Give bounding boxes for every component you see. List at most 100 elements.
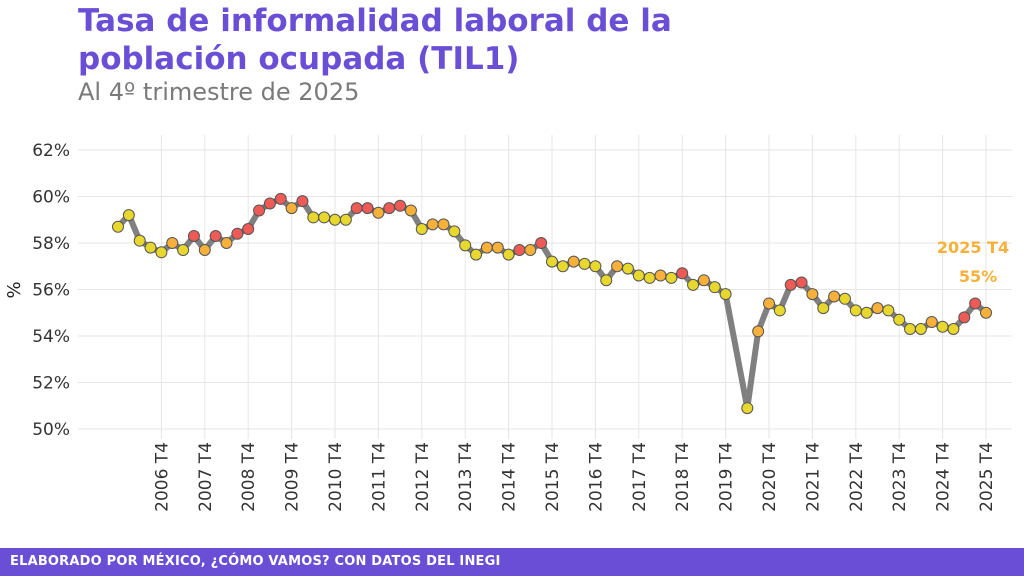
data-point <box>253 204 266 217</box>
data-point <box>448 225 461 238</box>
data-point <box>904 323 917 336</box>
data-point <box>784 278 797 291</box>
data-point <box>546 255 558 268</box>
data-point <box>144 241 157 254</box>
data-point <box>296 195 309 208</box>
data-point <box>882 304 895 317</box>
data-point <box>242 223 255 236</box>
x-tick-label: 2006 T4 <box>152 442 172 512</box>
data-point <box>470 248 483 261</box>
annotation-label: 2025 T4 <box>937 238 1009 257</box>
data-point <box>209 230 222 243</box>
data-point <box>480 241 493 254</box>
data-point <box>437 218 450 231</box>
data-point <box>795 276 808 289</box>
y-axis-label: % <box>4 281 25 298</box>
y-tick-label: 50% <box>32 420 70 440</box>
y-tick-label: 62% <box>32 141 70 161</box>
x-tick-label: 2011 T4 <box>369 442 389 512</box>
data-point <box>708 281 721 294</box>
data-point <box>307 211 320 224</box>
data-point <box>578 257 591 270</box>
series-points <box>112 192 992 415</box>
data-point <box>404 204 417 217</box>
y-tick-label: 52% <box>32 374 70 394</box>
data-point <box>871 302 884 315</box>
grid-lines <box>78 135 1012 439</box>
data-point <box>980 306 992 319</box>
line-chart: 50% 52% 54% 56% 58% 60% 62% 2006 T4 2007 T4 2008… <box>4 135 1012 512</box>
y-tick-label: 60% <box>32 188 70 208</box>
data-point <box>828 290 841 303</box>
x-tick-label: 2020 T4 <box>760 442 780 512</box>
data-point <box>187 230 200 243</box>
x-tick-label: 2021 T4 <box>803 442 823 512</box>
data-point <box>925 316 938 329</box>
data-point <box>697 274 710 287</box>
x-tick-label: 2022 T4 <box>847 442 867 512</box>
data-point <box>589 260 602 273</box>
x-tick-label: 2010 T4 <box>326 442 346 512</box>
data-point <box>567 255 580 268</box>
data-point <box>361 202 374 215</box>
data-point <box>383 202 396 215</box>
data-point <box>133 234 146 247</box>
data-point <box>459 239 472 252</box>
x-tick-label: 2018 T4 <box>673 442 693 512</box>
data-point <box>318 211 331 224</box>
data-point <box>893 313 906 326</box>
x-tick-label: 2013 T4 <box>456 442 476 512</box>
data-point <box>339 213 352 226</box>
y-tick-label: 56% <box>32 281 70 301</box>
data-point <box>621 262 634 275</box>
data-point <box>350 202 363 215</box>
data-point <box>426 218 439 231</box>
data-point <box>632 269 645 282</box>
data-point <box>166 237 179 249</box>
y-tick-label: 54% <box>32 327 70 347</box>
data-point <box>817 302 830 315</box>
annotation-value: 55% <box>959 267 997 286</box>
chart-title: Tasa de informalidad laboral de la pobla… <box>78 3 672 77</box>
x-tick-labels: 2006 T4 2007 T4 2008 T4 2009 T4 2010 T4 2011 … <box>152 442 997 512</box>
x-tick-label: 2014 T4 <box>500 442 520 512</box>
data-point <box>122 209 135 222</box>
data-point <box>741 402 754 415</box>
y-tick-labels: 50% 52% 54% 56% 58% 60% 62% <box>32 141 70 440</box>
data-point <box>112 220 124 233</box>
data-point <box>676 267 689 280</box>
data-point <box>600 274 613 287</box>
x-tick-label: 2015 T4 <box>543 442 563 512</box>
data-point <box>513 243 526 256</box>
data-point <box>936 320 949 333</box>
data-point <box>838 292 851 305</box>
data-point <box>285 202 298 215</box>
data-point <box>556 260 569 273</box>
data-point <box>665 271 678 284</box>
data-point <box>611 260 624 273</box>
footer-credit: ELABORADO POR MÉXICO, ¿CÓMO VAMOS? CON D… <box>10 554 501 569</box>
data-point <box>491 241 504 254</box>
data-point <box>969 297 982 310</box>
x-tick-label: 2009 T4 <box>283 442 303 512</box>
x-tick-label: 2012 T4 <box>413 442 433 512</box>
data-point <box>220 237 233 249</box>
data-point <box>752 325 765 338</box>
x-tick-label: 2019 T4 <box>717 442 737 512</box>
data-point <box>198 243 211 256</box>
data-point <box>719 288 732 301</box>
data-point <box>177 243 190 256</box>
chart-subtitle: Al 4º trimestre de 2025 <box>78 78 360 106</box>
x-tick-label: 2008 T4 <box>239 442 259 512</box>
data-point <box>958 311 971 324</box>
data-point <box>773 304 786 317</box>
x-tick-label: 2025 T4 <box>977 442 997 512</box>
x-tick-label: 2016 T4 <box>586 442 606 512</box>
data-point <box>231 227 244 240</box>
data-point <box>806 288 819 301</box>
data-point <box>524 243 537 256</box>
data-point <box>849 304 862 317</box>
data-point <box>329 213 341 226</box>
data-point <box>394 199 407 212</box>
data-point <box>155 246 168 259</box>
